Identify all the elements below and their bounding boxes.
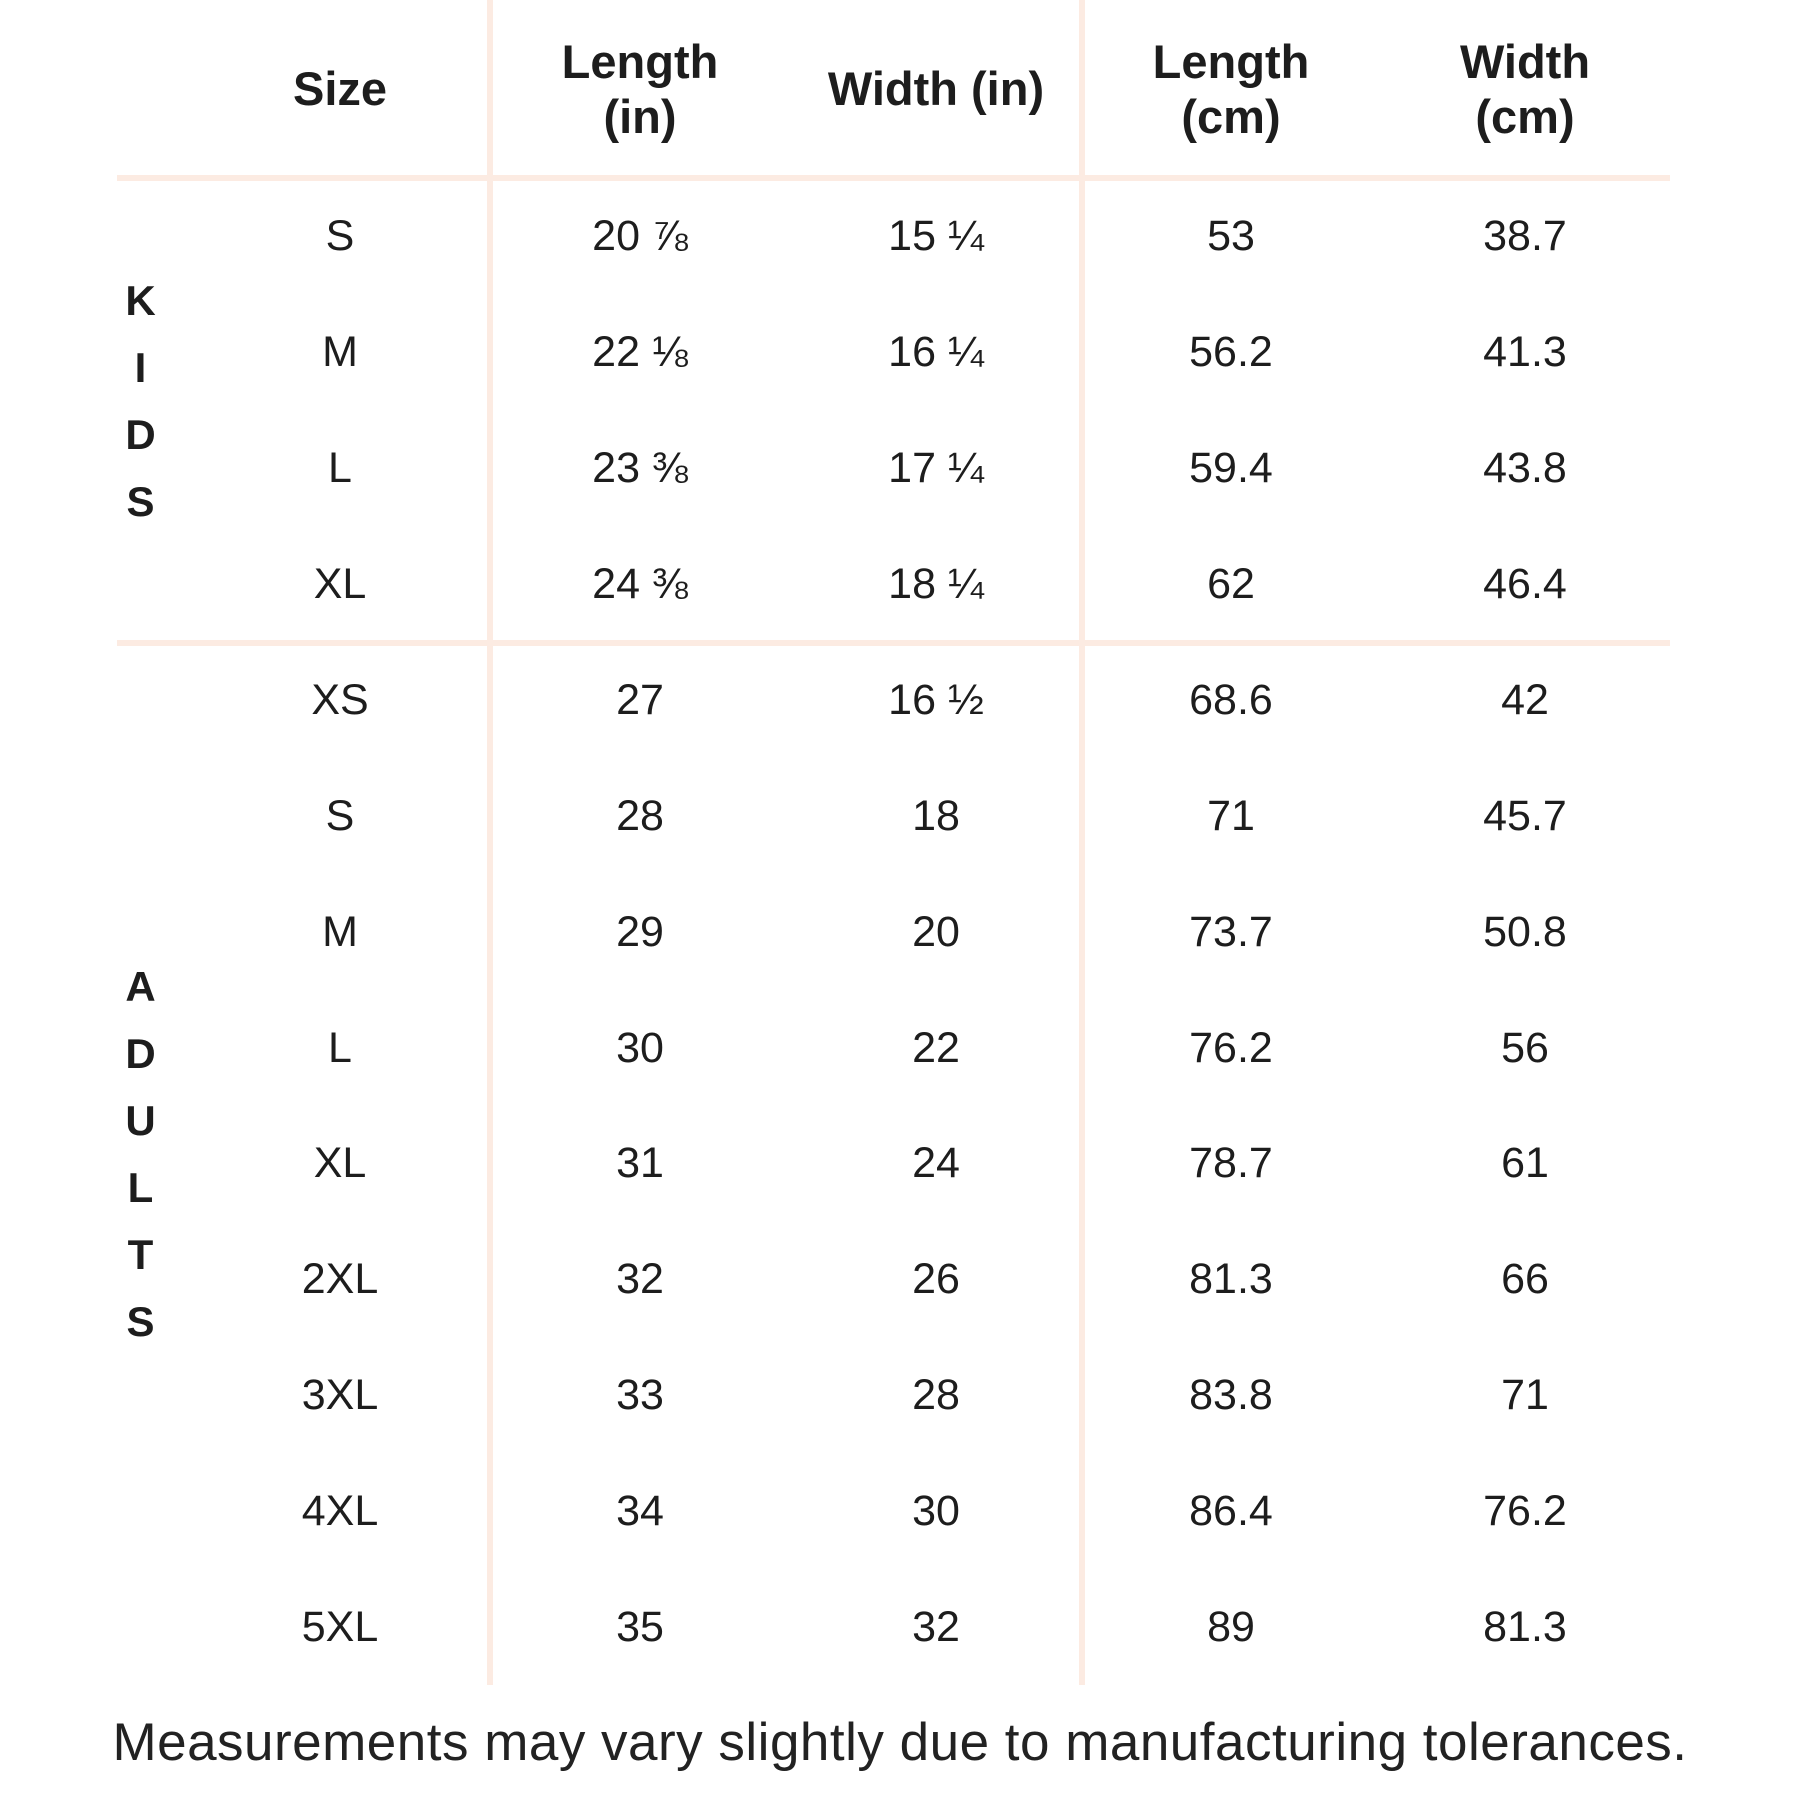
table-cell: 28 [616, 792, 664, 841]
group-label-adults: ADULTS [117, 963, 164, 1365]
table-cell: 4XL [301, 1486, 379, 1535]
table-cell: 29 [616, 907, 664, 956]
table-cell: 83.8 [1189, 1371, 1273, 1420]
column-header-size: Size [292, 62, 388, 116]
table-cell: 56.2 [1189, 327, 1273, 376]
table-cell: 15 ¼ [888, 211, 984, 260]
adults-table-section: XS 27 16 ½ 68.6 42 S 28 18 71 45.7 M 29 … [190, 643, 1670, 1685]
vertical-divider-2 [1079, 0, 1085, 1685]
kids-adults-divider [117, 640, 1670, 646]
table-cell: 59.4 [1189, 444, 1273, 493]
tolerance-note: Measurements may vary slightly due to ma… [112, 1713, 1688, 1772]
table-cell: 34 [616, 1486, 664, 1535]
table-cell: 16 ¼ [888, 327, 984, 376]
table-cell: 20 ⅞ [592, 211, 688, 260]
table-cell: S [325, 792, 355, 841]
table-cell: 89 [1207, 1602, 1255, 1651]
table-cell: 43.8 [1483, 444, 1567, 493]
table-cell: S [325, 211, 355, 260]
table-cell: 73.7 [1189, 907, 1273, 956]
table-cell: 30 [912, 1486, 960, 1535]
table-cell: 71 [1207, 792, 1255, 841]
table-cell: M [322, 327, 358, 376]
vertical-divider-1 [487, 0, 493, 1685]
column-header-length-in: Length (in) [561, 34, 719, 143]
table-cell: 18 ¼ [888, 560, 984, 609]
table-cell: 32 [912, 1602, 960, 1651]
table-cell: 45.7 [1483, 792, 1567, 841]
table-cell: 20 [912, 907, 960, 956]
table-cell: 5XL [301, 1602, 379, 1651]
table-cell: 2XL [301, 1255, 379, 1304]
table-cell: 26 [912, 1255, 960, 1304]
table-cell: 22 ⅛ [592, 327, 688, 376]
table-cell: 18 [912, 792, 960, 841]
table-cell: 76.2 [1483, 1486, 1567, 1535]
table-cell: 28 [912, 1371, 960, 1420]
table-cell: 24 ⅜ [592, 560, 688, 609]
table-cell: 33 [616, 1371, 664, 1420]
table-cell: 3XL [301, 1371, 379, 1420]
table-cell: 17 ¼ [888, 444, 984, 493]
table-cell: 50.8 [1483, 907, 1567, 956]
table-cell: 35 [616, 1602, 664, 1651]
column-header-width-in: Width (in) [827, 62, 1045, 116]
table-cell: 16 ½ [888, 676, 984, 725]
table-cell: XL [313, 1139, 367, 1188]
table-cell: 68.6 [1189, 676, 1273, 725]
table-cell: 38.7 [1483, 211, 1567, 260]
table-cell: 71 [1501, 1371, 1549, 1420]
table-cell: 78.7 [1189, 1139, 1273, 1188]
table-cell: 42 [1501, 676, 1549, 725]
column-header-width-cm: Width (cm) [1459, 34, 1591, 143]
table-cell: M [322, 907, 358, 956]
column-header-length-cm: Length (cm) [1152, 34, 1310, 143]
table-cell: L [328, 444, 352, 493]
group-label-kids: KIDS [117, 276, 164, 545]
table-cell: 32 [616, 1255, 664, 1304]
table-cell: XL [313, 560, 367, 609]
table-cell: 24 [912, 1139, 960, 1188]
table-cell: 61 [1501, 1139, 1549, 1188]
table-cell: XS [311, 676, 369, 725]
table-cell: 86.4 [1189, 1486, 1273, 1535]
table-cell: 23 ⅜ [592, 444, 688, 493]
table-cell: L [328, 1023, 352, 1072]
table-cell: 31 [616, 1139, 664, 1188]
table-cell: 76.2 [1189, 1023, 1273, 1072]
table-cell: 56 [1501, 1023, 1549, 1072]
table-cell: 53 [1207, 211, 1255, 260]
kids-table-section: S 20 ⅞ 15 ¼ 53 38.7 M 22 ⅛ 16 ¼ 56.2 41.… [190, 178, 1670, 643]
header-divider [117, 175, 1670, 181]
table-cell: 22 [912, 1023, 960, 1072]
table-cell: 27 [616, 676, 664, 725]
table-cell: 81.3 [1483, 1602, 1567, 1651]
table-cell: 30 [616, 1023, 664, 1072]
table-cell: 62 [1207, 560, 1255, 609]
table-cell: 46.4 [1483, 560, 1567, 609]
table-cell: 66 [1501, 1255, 1549, 1304]
table-cell: 81.3 [1189, 1255, 1273, 1304]
table-cell: 41.3 [1483, 327, 1567, 376]
